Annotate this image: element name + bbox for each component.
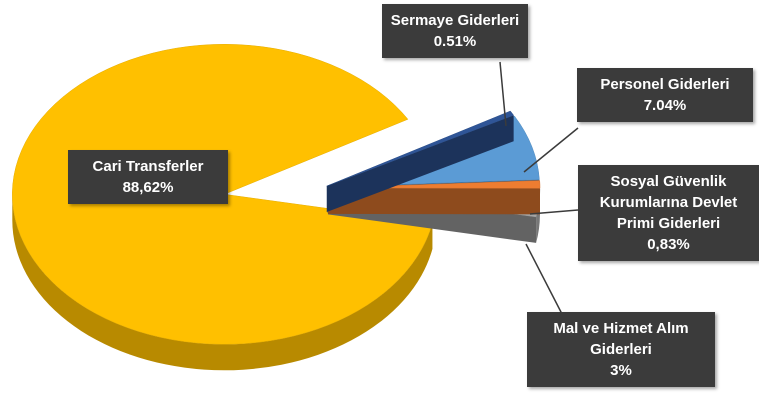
data-label: Personel Giderleri 7.04% (577, 68, 753, 122)
label-value: 0.51% (433, 33, 477, 50)
leader-line (529, 209, 579, 215)
label-category: Personel Giderleri (600, 76, 730, 93)
label-category: Sermaye Giderleri (390, 12, 520, 29)
label-category: Sosyal Güvenlik Kurumlarına Devlet Primi… (599, 173, 738, 232)
label-category: Mal ve Hizmet Alım Giderleri (553, 320, 689, 358)
data-label: Sosyal Güvenlik Kurumlarına Devlet Primi… (578, 165, 759, 261)
pie-slices (12, 44, 541, 371)
data-label: Mal ve Hizmet Alım Giderleri 3% (527, 312, 715, 387)
data-label: Cari Transferler 88,62% (68, 150, 228, 204)
label-value: 3% (610, 362, 632, 379)
slice-side (327, 187, 540, 215)
leader-line (499, 61, 507, 127)
label-value: 88,62% (122, 179, 174, 196)
slice-side (326, 115, 514, 213)
label-value: 0,83% (647, 236, 690, 253)
leader-line (523, 127, 579, 173)
leader-line (525, 243, 563, 315)
data-label: Sermaye Giderleri 0.51% (382, 4, 528, 58)
slice-side (536, 188, 540, 243)
slice-side (12, 194, 433, 371)
slice-group (326, 110, 515, 213)
label-value: 7.04% (643, 97, 687, 114)
label-category: Cari Transferler (92, 158, 204, 175)
slice (326, 110, 515, 187)
